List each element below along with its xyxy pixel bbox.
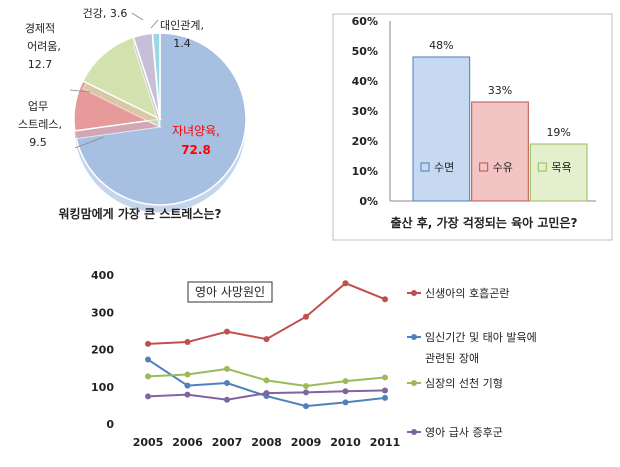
line-point-1-5 [342, 399, 349, 406]
line-point-0-6 [382, 296, 388, 303]
line-title-box [187, 281, 273, 303]
bar-ytick-label: 30% [352, 105, 378, 118]
line-point-2-1 [184, 371, 191, 378]
pie-label-child-1: 자녀양육, [172, 124, 220, 138]
bar-ytick-label: 50% [352, 45, 378, 58]
bar-chart: 0% 10% 20% 30% 40% 50% 60% 48% 수면 33% 수유 19% 목욕 [352, 15, 596, 208]
line-point-3-6 [382, 387, 388, 394]
line-legend-label-2: 심장의 선천 기형 [425, 376, 503, 390]
line-ytick-label: 400 [91, 269, 114, 282]
line-legend-marker-1 [411, 334, 417, 340]
line-ytick-label: 0 [106, 418, 114, 431]
line-xtick-label: 2007 [212, 436, 243, 449]
bar-ytick-label: 20% [352, 135, 378, 148]
line-point-1-1 [184, 382, 191, 389]
bar-legend-marker-0 [420, 162, 430, 172]
pie-label-econ-2: 어려움, [27, 40, 61, 53]
line-ytick-label: 100 [91, 381, 114, 394]
pie-leader-econ [69, 89, 91, 93]
line-xtick-label: 2005 [133, 436, 164, 449]
bar-ytick-label: 0% [359, 195, 378, 208]
line-legend-marker-2 [411, 380, 417, 386]
pie-label-social-2: 1.4 [173, 37, 191, 50]
line-point-0-4 [303, 313, 309, 320]
line-point-1-4 [303, 403, 309, 410]
pie-chart [73, 32, 247, 214]
line-legend-label-1: 관련된 장애 [425, 352, 479, 365]
bar-legend-label-1: 수유 [493, 161, 513, 174]
bar-ytick-label: 10% [352, 165, 378, 178]
pie-label-work-1: 업무 [28, 100, 48, 113]
line-point-0-1 [184, 339, 191, 346]
line-point-0-3 [263, 336, 270, 343]
bar-title: 출산 후, 가장 걱정되는 육아 고민은? [391, 215, 578, 230]
pie-label-work-2: 스트레스, [18, 118, 62, 131]
pie-title: 워킹맘에게 가장 큰 스트레스는? [58, 206, 221, 221]
pie-slice-4 [151, 32, 161, 120]
line-point-2-0 [145, 373, 151, 380]
pie-label-econ-1: 경제적 [25, 22, 55, 35]
line-ytick-label: 200 [91, 344, 114, 357]
bar-value-label-1: 33% [488, 84, 512, 97]
pie-label-child-2: 72.8 [181, 143, 211, 157]
line-chart: 0 100 200 300 400 2005 2006 2007 2008 2009 2010 201… [91, 269, 537, 449]
pie-leader-health [131, 12, 144, 21]
line-point-0-0 [145, 340, 151, 347]
line-point-3-5 [342, 388, 349, 395]
pie-label-social-1: 대인관계, [160, 19, 204, 32]
line-xtick-label: 2006 [172, 436, 203, 449]
line-point-2-5 [342, 378, 349, 385]
line-point-3-1 [184, 391, 191, 398]
line-legend-label-1: 임신기간 및 태아 발육에 [425, 331, 537, 344]
line-point-2-3 [263, 377, 270, 384]
bar-legend-marker-2 [537, 162, 547, 172]
line-point-3-3 [263, 390, 270, 397]
line-xtick-label: 2008 [251, 436, 282, 449]
bar-legend-marker-1 [479, 162, 489, 172]
pie-label-health: 건강, 3.6 [83, 7, 128, 20]
line-xtick-label: 2009 [291, 436, 322, 449]
pie-leader-work [74, 136, 105, 149]
line-legend-label-3: 영아 급사 증후군 [425, 426, 503, 439]
line-point-2-4 [303, 383, 309, 390]
line-xtick-label: 2011 [370, 436, 401, 449]
line-point-0-2 [224, 328, 230, 335]
pie-leader-social [150, 19, 159, 29]
bar-value-label-0: 48% [429, 39, 453, 52]
bar-legend-label-2: 목욕 [551, 161, 571, 174]
line-point-0-5 [342, 280, 349, 287]
line-title: 영아 사망원인 [195, 285, 265, 299]
line-point-3-4 [303, 389, 309, 396]
line-legend-marker-0 [411, 290, 417, 296]
line-point-1-6 [382, 394, 388, 401]
bar-2 [529, 143, 588, 202]
pie-label-work-3: 9.5 [29, 136, 47, 149]
line-point-1-2 [224, 380, 230, 387]
pie-slice-2 [81, 36, 162, 121]
line-xtick-label: 2010 [330, 436, 361, 449]
bar-legend-label-0: 수면 [434, 161, 454, 174]
bar-1 [471, 101, 529, 202]
line-point-3-0 [145, 393, 151, 400]
line-legend-label-0: 신생아의 호흡곤란 [425, 286, 509, 300]
bar-0 [412, 56, 471, 202]
line-point-1-0 [145, 356, 151, 363]
line-point-2-6 [382, 374, 388, 381]
line-point-3-2 [224, 396, 230, 403]
pie-label-econ-3: 12.7 [28, 58, 53, 71]
bar-chart-frame [332, 13, 613, 241]
line-legend-marker-3 [411, 429, 417, 435]
bar-ytick-label: 40% [352, 75, 378, 88]
line-ytick-label: 300 [91, 306, 114, 319]
line-point-2-2 [224, 365, 230, 372]
bar-ytick-label: 60% [352, 15, 378, 28]
bar-value-label-2: 19% [546, 126, 570, 139]
